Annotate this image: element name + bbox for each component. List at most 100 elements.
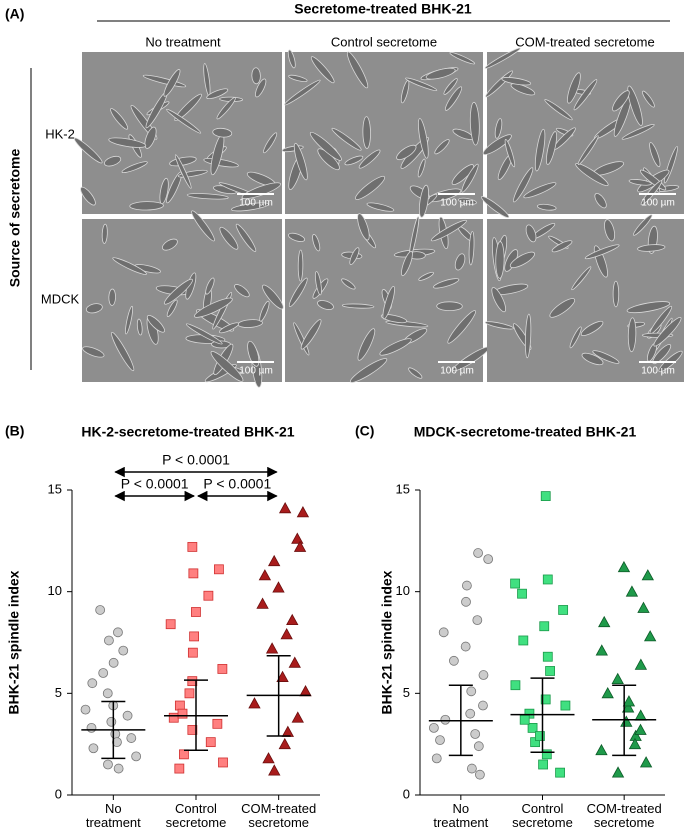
- cell: [288, 232, 306, 242]
- cell: [357, 328, 376, 361]
- point: [560, 700, 571, 711]
- cell: [219, 322, 240, 334]
- cell: [418, 184, 429, 218]
- cell: [169, 156, 197, 167]
- x-tick-label: No treatment: [86, 801, 141, 830]
- cell: [259, 300, 270, 322]
- cell: [545, 131, 558, 165]
- point: [541, 749, 552, 760]
- cell: [575, 162, 609, 186]
- cell: [405, 77, 438, 91]
- point: [475, 769, 485, 780]
- point: [286, 613, 299, 626]
- point: [639, 756, 653, 768]
- cell: [612, 90, 630, 112]
- cell: [125, 305, 134, 335]
- cell: [235, 223, 257, 252]
- cell: [166, 108, 202, 134]
- point: [555, 767, 565, 778]
- point: [102, 688, 113, 699]
- point: [595, 743, 608, 756]
- cell: [293, 142, 308, 181]
- cell: [469, 101, 480, 146]
- point: [98, 668, 109, 678]
- micrograph: [82, 52, 282, 214]
- cell: [174, 154, 192, 189]
- point: [80, 704, 91, 715]
- cell: [210, 351, 244, 382]
- point: [643, 630, 657, 642]
- point: [258, 569, 272, 581]
- cell: [108, 137, 147, 148]
- point: [112, 737, 122, 748]
- point: [278, 501, 292, 514]
- point: [106, 716, 117, 727]
- cell: [194, 297, 233, 318]
- cell: [637, 244, 666, 252]
- cell: [110, 108, 129, 130]
- cell: [129, 201, 164, 211]
- point: [519, 714, 530, 725]
- comparison-label: P < 0.0001: [203, 476, 271, 492]
- point: [527, 723, 538, 733]
- point: [598, 615, 611, 628]
- cell: [451, 164, 475, 186]
- cell: [121, 161, 148, 174]
- point: [628, 737, 642, 750]
- point: [518, 635, 529, 646]
- cell: [263, 132, 278, 154]
- point: [296, 506, 310, 518]
- point: [540, 491, 551, 502]
- cell: [652, 344, 672, 365]
- chart-title: HK-2-secretome-treated BHK-21: [81, 424, 294, 440]
- cell: [163, 69, 181, 97]
- cell: [349, 247, 360, 266]
- point: [278, 737, 291, 750]
- cell: [206, 88, 229, 100]
- x-tick-label: No treatment: [433, 801, 488, 830]
- point: [617, 560, 631, 573]
- point: [440, 714, 451, 725]
- point: [217, 664, 228, 674]
- point: [248, 697, 261, 709]
- cell: [255, 78, 267, 98]
- cell: [284, 79, 321, 106]
- cell: [108, 288, 116, 306]
- cell: [509, 251, 536, 269]
- cell: [185, 323, 223, 345]
- point: [256, 597, 269, 609]
- row-label: HK-2: [45, 126, 75, 141]
- cell: [627, 317, 637, 353]
- cell: [444, 86, 463, 111]
- point: [262, 752, 275, 764]
- cell: [580, 320, 604, 337]
- point: [478, 670, 489, 680]
- cell: [341, 303, 375, 309]
- point: [542, 574, 553, 585]
- point: [510, 578, 521, 589]
- cell: [357, 213, 370, 241]
- chart-title: MDCK-secretome-treated BHK-21: [414, 424, 637, 440]
- row-title: Source of secretome: [7, 149, 23, 288]
- point: [189, 631, 200, 642]
- cell: [425, 67, 456, 80]
- cell: [400, 80, 410, 104]
- point: [634, 658, 648, 670]
- point: [634, 709, 647, 721]
- point: [545, 666, 555, 676]
- cell: [494, 118, 503, 139]
- scale-bar-label: 100 µm: [641, 198, 675, 209]
- cell: [523, 182, 557, 199]
- cell: [297, 249, 304, 282]
- cell: [534, 128, 546, 172]
- point: [461, 580, 472, 591]
- cell: [458, 197, 477, 205]
- point: [179, 749, 189, 760]
- point: [625, 585, 639, 597]
- point: [558, 605, 569, 615]
- comparison-label: P < 0.0001: [162, 452, 230, 468]
- point: [272, 581, 285, 593]
- cell: [581, 352, 604, 366]
- point: [188, 568, 199, 579]
- cell: [436, 301, 463, 312]
